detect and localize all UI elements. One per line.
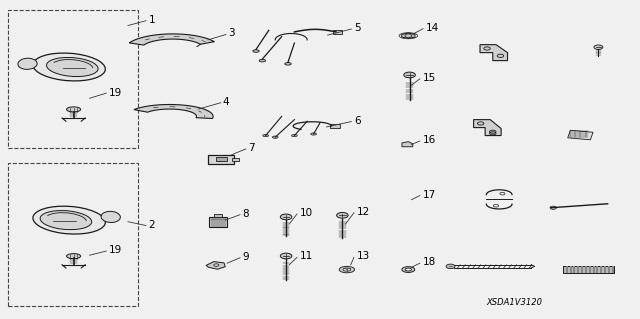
Bar [232,158,239,161]
Ellipse shape [67,107,81,112]
Text: 1: 1 [148,15,155,25]
Text: 17: 17 [422,189,436,200]
Bar [209,217,227,227]
Text: 12: 12 [356,207,370,217]
Ellipse shape [18,58,37,69]
Text: 18: 18 [422,257,436,267]
Bar [333,30,342,34]
Circle shape [280,253,292,259]
Bar [604,266,606,273]
Polygon shape [402,33,415,38]
Ellipse shape [33,206,106,234]
Bar [581,266,583,273]
Bar [612,266,614,273]
Text: 7: 7 [248,143,255,153]
Ellipse shape [67,254,81,259]
Text: 2: 2 [148,220,155,230]
Text: 19: 19 [109,87,122,98]
Polygon shape [129,34,214,45]
Bar [596,266,598,273]
Text: 6: 6 [354,115,360,126]
Polygon shape [134,105,213,118]
Bar [608,266,610,273]
Ellipse shape [33,53,106,81]
Bar [585,266,587,273]
Ellipse shape [311,133,317,135]
Bar [214,214,222,217]
Text: 10: 10 [300,208,313,218]
Ellipse shape [259,59,266,62]
Ellipse shape [339,266,355,273]
Circle shape [280,214,292,220]
Bar [8,163,138,306]
Ellipse shape [262,135,269,137]
Ellipse shape [272,136,278,138]
Text: 8: 8 [242,209,248,219]
Bar [563,266,614,273]
Bar [577,266,579,273]
Text: 4: 4 [223,97,229,107]
Bar [566,266,568,273]
Ellipse shape [253,50,259,52]
Text: XSDA1V3120: XSDA1V3120 [486,298,543,307]
Text: 16: 16 [422,135,436,145]
Text: 9: 9 [242,252,248,262]
Bar [593,266,595,273]
Bar [216,157,227,161]
Ellipse shape [40,211,92,230]
Circle shape [594,45,603,49]
Ellipse shape [47,57,98,77]
Polygon shape [402,142,413,147]
Text: 3: 3 [228,28,235,39]
Bar [330,124,340,128]
Bar [568,130,593,140]
Text: 15: 15 [422,73,436,83]
Bar [589,266,591,273]
Text: 5: 5 [354,23,360,33]
Circle shape [404,72,415,78]
Ellipse shape [292,135,297,137]
Bar [570,266,572,273]
Text: 13: 13 [356,251,370,262]
Circle shape [446,264,455,269]
Bar [600,266,602,273]
Bar [573,266,575,273]
Ellipse shape [402,267,415,272]
Text: 11: 11 [300,251,313,262]
Bar [8,10,138,148]
Ellipse shape [101,211,120,222]
Ellipse shape [405,268,412,271]
Polygon shape [206,262,225,269]
Ellipse shape [285,63,291,65]
Polygon shape [474,120,501,136]
Polygon shape [480,45,508,61]
Circle shape [550,206,556,209]
Circle shape [337,212,348,218]
Ellipse shape [343,268,351,271]
Bar [208,155,234,164]
Text: 19: 19 [109,245,122,256]
Text: 14: 14 [426,23,439,33]
